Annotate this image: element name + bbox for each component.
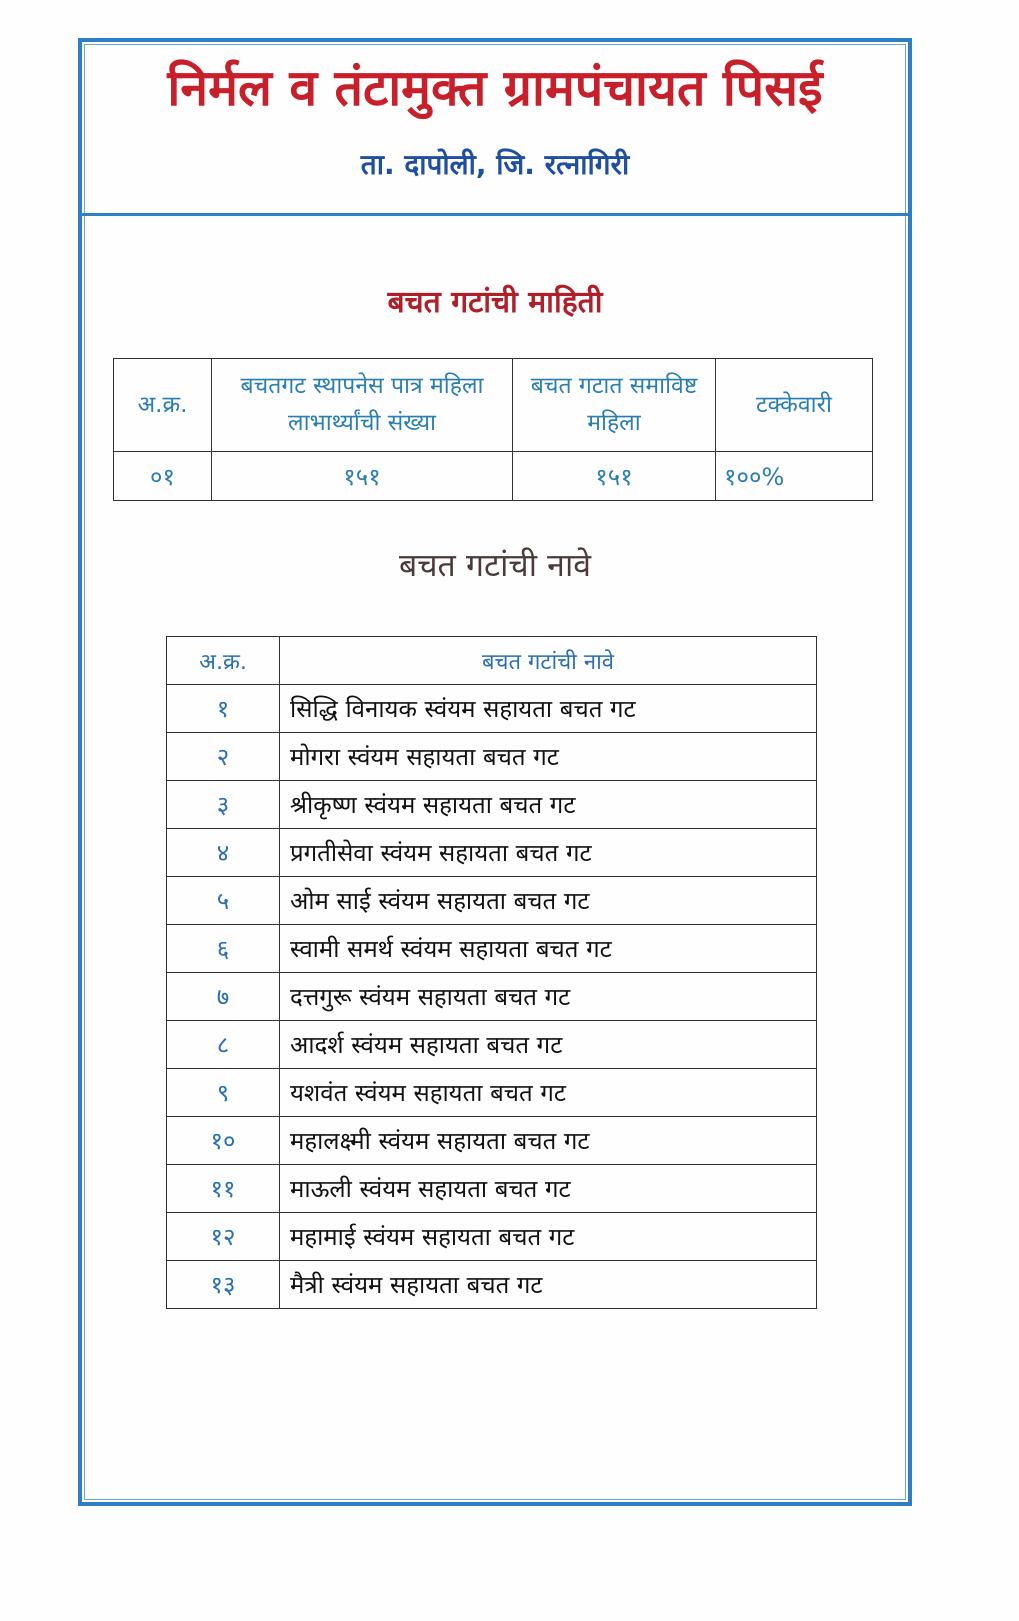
table-row: ५ ओम साई स्वंयम सहायता बचत गट (166, 876, 817, 925)
cell-serial: ११ (166, 1164, 280, 1213)
col-serial: अ.क्र. (113, 358, 212, 452)
page-title: निर्मल व तंटामुक्त ग्रामपंचायत पिसई (167, 59, 823, 117)
cell-group-name: आदर्श स्वंयम सहायता बचत गट (279, 1020, 817, 1069)
cell-group-name: यशवंत स्वंयम सहायता बचत गट (279, 1068, 817, 1117)
header-divider (82, 213, 908, 216)
table-row: १३ मैत्री स्वंयम सहायता बचत गट (166, 1260, 817, 1309)
table-row: ७ दत्तगुरू स्वंयम सहायता बचत गट (166, 972, 817, 1021)
groups-table: अ.क्र. बचत गटांची नावे १ सिद्धि विनायक स्… (166, 636, 817, 1309)
cell-serial: ९ (166, 1068, 280, 1117)
table-row: २ मोगरा स्वंयम सहायता बचत गट (166, 732, 817, 781)
table-row: ३ श्रीकृष्ण स्वंयम सहायता बचत गट (166, 780, 817, 829)
col-serial: अ.क्र. (166, 636, 280, 685)
cell-group-name: प्रगतीसेवा स्वंयम सहायता बचत गट (279, 828, 817, 877)
cell-group-name: मैत्री स्वंयम सहायता बचत गट (279, 1260, 817, 1309)
cell-group-name: महामाई स्वंयम सहायता बचत गट (279, 1212, 817, 1261)
cell-serial: ६ (166, 924, 280, 973)
cell-group-name: श्रीकृष्ण स्वंयम सहायता बचत गट (279, 780, 817, 829)
cell-serial: ८ (166, 1020, 280, 1069)
cell-group-name: महालक्ष्मी स्वंयम सहायता बचत गट (279, 1116, 817, 1165)
table-row: ०१ १५१ १५१ १००% (113, 451, 873, 501)
table-row: ८ आदर्श स्वंयम सहायता बचत गट (166, 1020, 817, 1069)
cell-serial: १० (166, 1116, 280, 1165)
cell-group-name: सिद्धि विनायक स्वंयम सहायता बचत गट (279, 684, 817, 733)
cell-percentage: १००% (715, 451, 873, 501)
cell-group-name: ओम साई स्वंयम सहायता बचत गट (279, 876, 817, 925)
cell-serial: ७ (166, 972, 280, 1021)
cell-serial: ०१ (113, 451, 212, 501)
col-included: बचत गटात समाविष्ट महिला (512, 358, 716, 452)
cell-serial: ४ (166, 828, 280, 877)
cell-serial: १ (166, 684, 280, 733)
groups-header-row: अ.क्र. बचत गटांची नावे (166, 636, 817, 685)
cell-serial: २ (166, 732, 280, 781)
col-percentage: टक्केवारी (715, 358, 873, 452)
cell-serial: १३ (166, 1260, 280, 1309)
col-group-name: बचत गटांची नावे (279, 636, 817, 685)
table-row: ६ स्वामी समर्थ स्वंयम सहायता बचत गट (166, 924, 817, 973)
cell-serial: १२ (166, 1212, 280, 1261)
summary-title: बचत गटांची माहिती (387, 285, 603, 320)
table-row: ४ प्रगतीसेवा स्वंयम सहायता बचत गट (166, 828, 817, 877)
cell-serial: ३ (166, 780, 280, 829)
cell-group-name: माऊली स्वंयम सहायता बचत गट (279, 1164, 817, 1213)
cell-group-name: स्वामी समर्थ स्वंयम सहायता बचत गट (279, 924, 817, 973)
cell-group-name: दत्तगुरू स्वंयम सहायता बचत गट (279, 972, 817, 1021)
groups-title: बचत गटांची नावे (398, 546, 592, 584)
table-row: १० महालक्ष्मी स्वंयम सहायता बचत गट (166, 1116, 817, 1165)
cell-eligible: १५१ (211, 451, 513, 501)
summary-header-row: अ.क्र. बचतगट स्थापनेस पात्र महिला लाभार्… (113, 358, 873, 452)
cell-serial: ५ (166, 876, 280, 925)
col-eligible: बचतगट स्थापनेस पात्र महिला लाभार्थ्यांची… (211, 358, 513, 452)
page-subtitle: ता. दापोली, जि. रत्नागिरी (360, 148, 630, 181)
cell-included: १५१ (512, 451, 716, 501)
cell-group-name: मोगरा स्वंयम सहायता बचत गट (279, 732, 817, 781)
table-row: ९ यशवंत स्वंयम सहायता बचत गट (166, 1068, 817, 1117)
page-border (78, 38, 912, 1506)
table-row: ११ माऊली स्वंयम सहायता बचत गट (166, 1164, 817, 1213)
summary-table: अ.क्र. बचतगट स्थापनेस पात्र महिला लाभार्… (113, 358, 873, 501)
table-row: १२ महामाई स्वंयम सहायता बचत गट (166, 1212, 817, 1261)
table-row: १ सिद्धि विनायक स्वंयम सहायता बचत गट (166, 684, 817, 733)
